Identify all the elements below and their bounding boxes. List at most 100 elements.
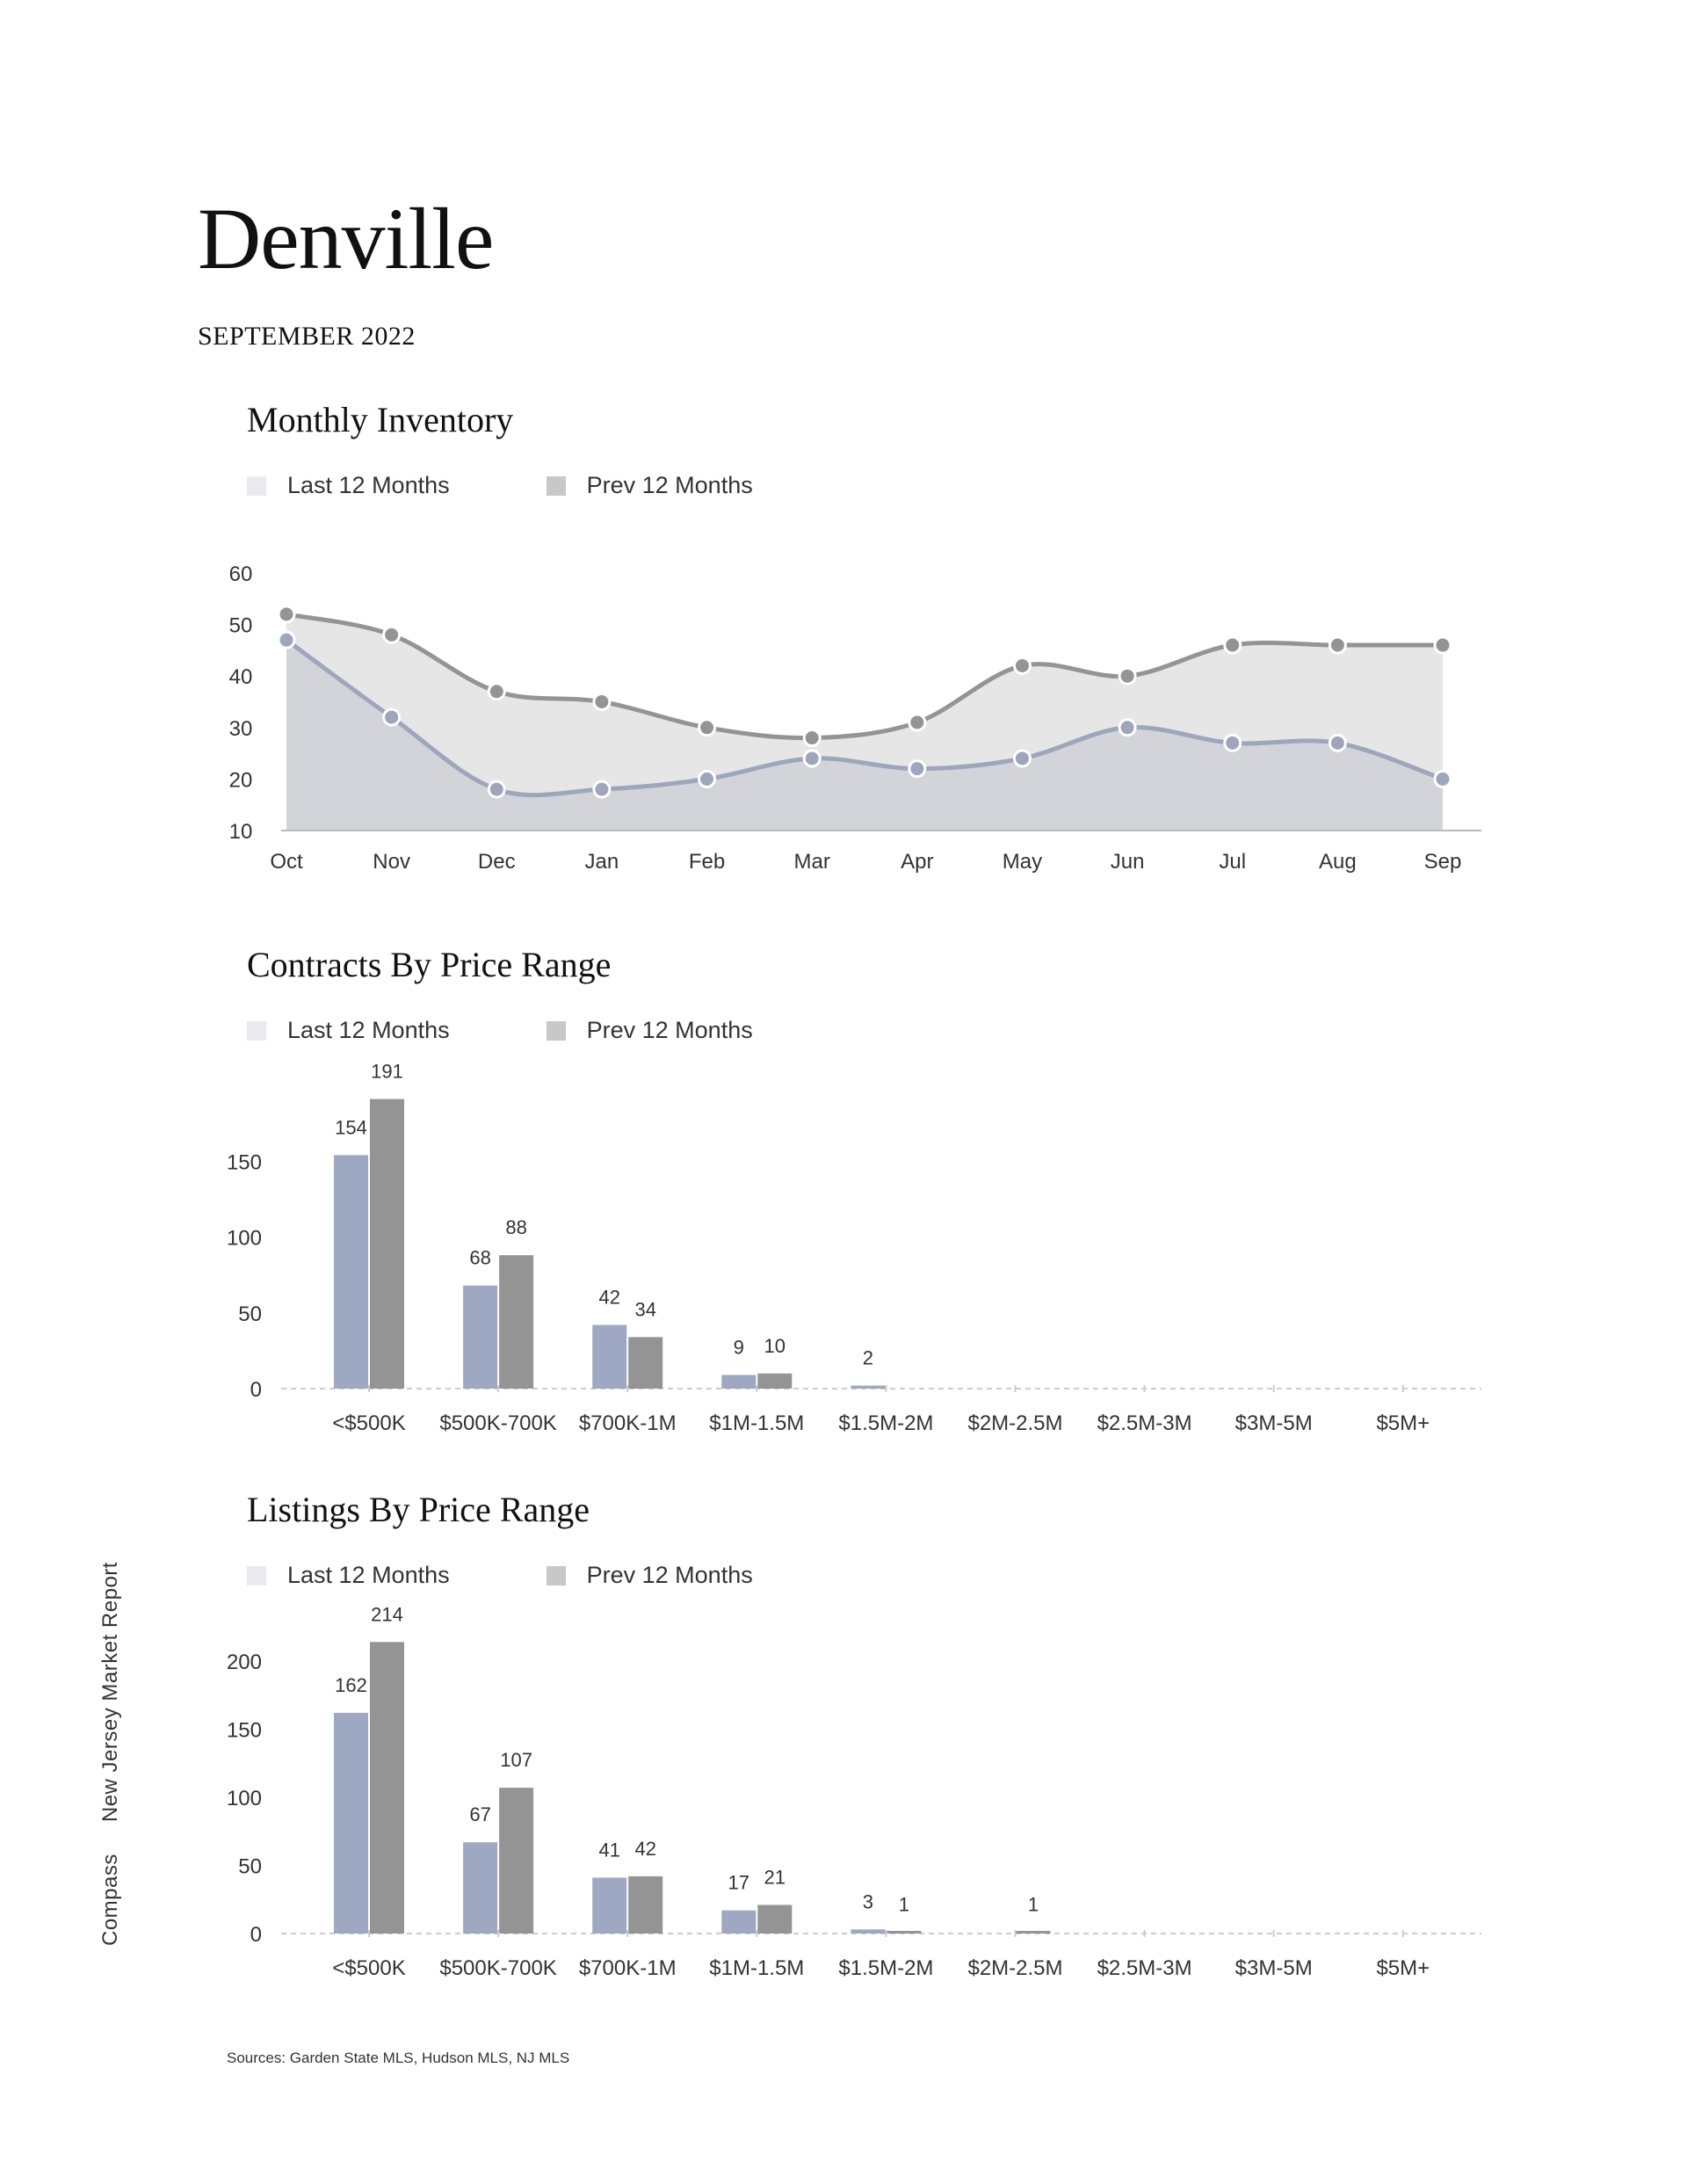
legend-label-last: Last 12 Months [287,472,450,498]
x-tick-label: $1M-1.5M [709,1411,804,1435]
last-point [1433,769,1452,788]
legend-label-last: Last 12 Months [287,1562,450,1588]
x-tick-label: Nov [373,850,410,874]
legend-swatch-last [247,1020,266,1041]
last-point [592,780,612,799]
x-tick-label: $500K-700K [439,1956,556,1980]
listings-chart-title: Listings By Price Range [247,1490,590,1529]
legend-label-prev: Prev 12 Months [586,1017,753,1043]
legend-swatch-prev [546,475,566,496]
y-tick-label: 20 [229,768,253,792]
prev-point [1012,656,1032,675]
bar-prev [1016,1931,1051,1934]
bar-last [334,1155,368,1389]
x-tick-label: $700K-1M [579,1956,677,1980]
x-tick-label: $1.5M-2M [838,1411,933,1435]
x-tick-label: $500K-700K [439,1411,556,1435]
legend-item-last: Last 12 Months [247,1562,450,1589]
contracts-chart-title: Contracts By Price Range [247,945,612,984]
bar-label-prev: 191 [371,1061,403,1083]
prev-point [698,718,717,737]
prev-point [1118,666,1137,686]
sources-note: Sources: Garden State MLS, Hudson MLS, N… [227,2050,570,2066]
last-point [1328,733,1347,752]
y-tick-label: 100 [227,1227,262,1251]
y-tick-label: 60 [229,562,253,586]
bar-prev [628,1337,663,1389]
y-tick-label: 0 [250,1923,262,1947]
legend-label-prev: Prev 12 Months [586,1562,753,1588]
bar-label-prev: 214 [371,1603,403,1625]
prev-point [802,729,822,748]
bar-prev [757,1373,793,1389]
bar-label-prev: 34 [634,1298,655,1320]
legend-label-last: Last 12 Months [287,1017,450,1043]
legend-item-prev: Prev 12 Months [546,472,753,499]
bar-label-last: 154 [335,1116,367,1138]
bar-label-prev: 107 [500,1749,532,1771]
x-tick-label: <$500K [332,1411,405,1435]
y-tick-label: 200 [227,1651,262,1674]
legend-item-prev: Prev 12 Months [546,1017,753,1044]
bar-label-last: 42 [598,1287,619,1309]
bar-label-prev: 21 [764,1866,786,1888]
bar-last [463,1842,498,1934]
bar-last [851,1929,886,1934]
x-tick-label: $2M-2.5M [967,1411,1062,1435]
prev-point [277,605,296,624]
x-tick-label: Jun [1111,850,1145,874]
last-point [1223,733,1242,752]
prev-point [1223,635,1242,655]
legend-swatch-prev [546,1020,566,1041]
contracts-chart: <$500K 154 191 $500K-700K 68 88 $700K-1M 42 34 $1… [227,1061,1481,1435]
x-tick-label: $2.5M-3M [1097,1956,1192,1980]
x-tick-label: <$500K [332,1956,405,1980]
y-tick-label: 50 [238,1302,262,1326]
x-tick-label: $5M+ [1376,1411,1430,1435]
bar-prev [499,1788,534,1934]
inventory-legend: Last 12 Months Prev 12 Months [247,472,850,499]
page-title: Denville [198,190,494,287]
y-tick-label: 100 [227,1787,262,1810]
bar-label-last: 2 [863,1347,873,1369]
listings-legend: Last 12 Months Prev 12 Months [247,1562,850,1589]
x-tick-label: $700K-1M [579,1411,677,1435]
y-tick-label: 50 [229,614,253,638]
bar-prev [628,1876,663,1934]
bar-last [592,1324,627,1389]
last-point [802,749,822,768]
x-tick-label: Dec [478,850,516,874]
x-tick-label: Oct [270,850,303,874]
bar-last [721,1375,757,1389]
last-point [698,769,717,788]
legend-item-last: Last 12 Months [247,472,450,499]
last-point [908,759,927,779]
bar-label-prev: 1 [1028,1893,1039,1915]
last-point [382,707,402,727]
bar-last [334,1712,368,1934]
listings-chart: <$500K 162 214 $500K-700K 67 107 $700K-1M 41 42 $… [227,1603,1481,1980]
side-label-report: New Jersey Market Report [98,1562,122,1823]
y-tick-label: 50 [238,1855,262,1879]
x-tick-label: May [1003,850,1042,874]
prev-point [592,693,612,711]
y-tick-label: 150 [227,1150,262,1174]
last-line [285,638,1444,798]
legend-label-prev: Prev 12 Months [586,472,753,498]
bar-prev [370,1099,404,1389]
last-point [277,630,296,649]
x-tick-label: Mar [794,850,830,874]
x-tick-label: $5M+ [1376,1956,1430,1980]
x-tick-label: $2M-2.5M [967,1956,1062,1980]
x-tick-label: $2.5M-3M [1097,1411,1192,1435]
y-tick-label: 0 [250,1378,262,1402]
page-subtitle: SEPTEMBER 2022 [198,322,416,351]
prev-point [1433,635,1452,655]
legend-swatch-last [247,475,266,496]
inventory-chart: 10 20 30 40 50 60 Oct Nov Dec Jan Feb Mar Apr May Jun J… [229,562,1481,874]
legend-item-prev: Prev 12 Months [546,1562,753,1589]
x-tick-label: $3M-5M [1235,1956,1313,1980]
x-tick-label: $1M-1.5M [709,1956,804,1980]
bar-label-last: 17 [728,1872,749,1894]
x-tick-label: Sep [1424,850,1462,874]
